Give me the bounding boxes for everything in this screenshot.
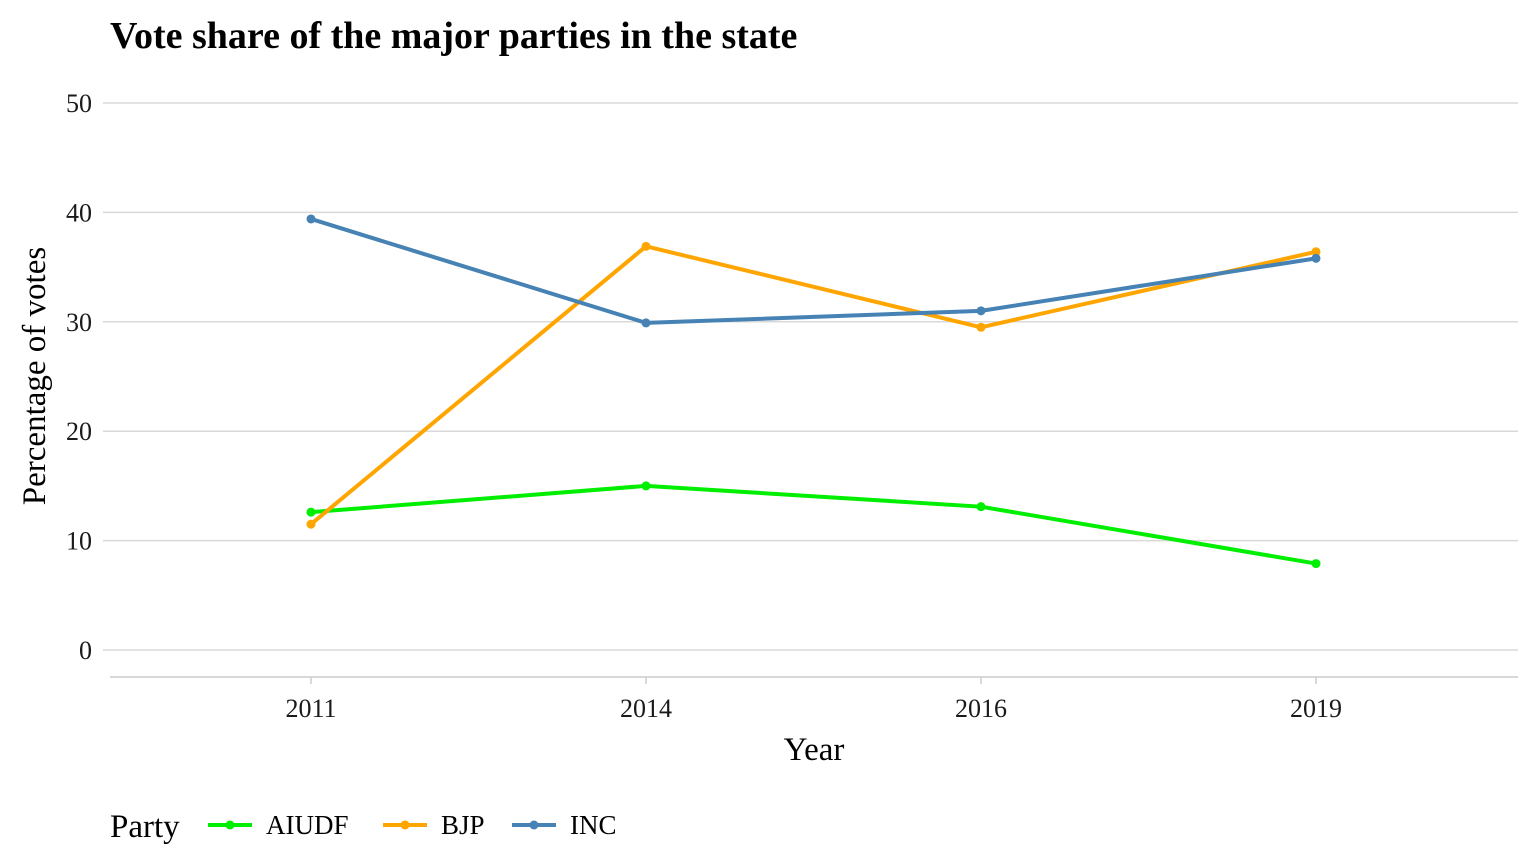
legend-label-aiudf: AIUDF (266, 810, 349, 840)
data-point-inc-2011 (306, 214, 316, 224)
series-bjp (306, 241, 1321, 529)
x-tick-label: 2011 (285, 694, 336, 723)
x-tick-label: 2016 (955, 694, 1007, 723)
x-axis-ticks: 2011 2014 2016 2019 (285, 677, 1342, 723)
chart-title: Vote share of the major parties in the s… (110, 15, 797, 57)
data-point-aiudf-2016 (976, 502, 986, 512)
y-tick-label: 0 (79, 636, 92, 665)
legend-title: Party (110, 809, 180, 845)
data-point-aiudf-2011 (306, 507, 316, 517)
series-line-inc (309, 216, 1318, 325)
gridlines (103, 102, 1518, 651)
legend-key-point (400, 820, 410, 830)
data-point-inc-2019 (1311, 253, 1321, 263)
data-point-bjp-2019 (1311, 247, 1321, 257)
data-point-bjp-2016 (976, 322, 986, 332)
data-point-inc-2016 (976, 306, 986, 316)
legend-items: AIUDF BJP INC (208, 810, 617, 840)
y-tick-label: 30 (66, 308, 92, 337)
legend-key-point (529, 820, 539, 830)
legend: Party AIUDF BJP INC (110, 809, 617, 845)
y-tick-label: 10 (66, 527, 92, 556)
y-tick-label: 40 (66, 198, 92, 227)
data-point-bjp-2011 (306, 519, 316, 529)
data-point-bjp-2014 (641, 241, 651, 251)
series-aiudf (306, 481, 1321, 569)
data-point-aiudf-2014 (641, 481, 651, 491)
x-tick-label: 2014 (620, 694, 672, 723)
y-axis-ticks: 0 10 20 30 40 50 (66, 89, 92, 665)
series-line-aiudf (309, 483, 1318, 566)
legend-label-bjp: BJP (441, 810, 485, 840)
series-inc (306, 214, 1321, 328)
series-lines (306, 214, 1321, 569)
legend-label-inc: INC (570, 810, 617, 840)
y-tick-label: 20 (66, 417, 92, 446)
x-axis-title: Year (784, 732, 845, 768)
legend-item-bjp: BJP (383, 810, 485, 840)
y-axis-title: Percentage of votes (17, 247, 53, 505)
legend-item-inc: INC (512, 810, 617, 840)
legend-key-point (225, 820, 235, 830)
series-line-bjp (309, 244, 1318, 527)
y-tick-label: 50 (66, 89, 92, 118)
data-point-aiudf-2019 (1311, 559, 1321, 569)
x-tick-label: 2019 (1290, 694, 1342, 723)
legend-item-aiudf: AIUDF (208, 810, 349, 840)
data-point-inc-2014 (641, 318, 651, 328)
